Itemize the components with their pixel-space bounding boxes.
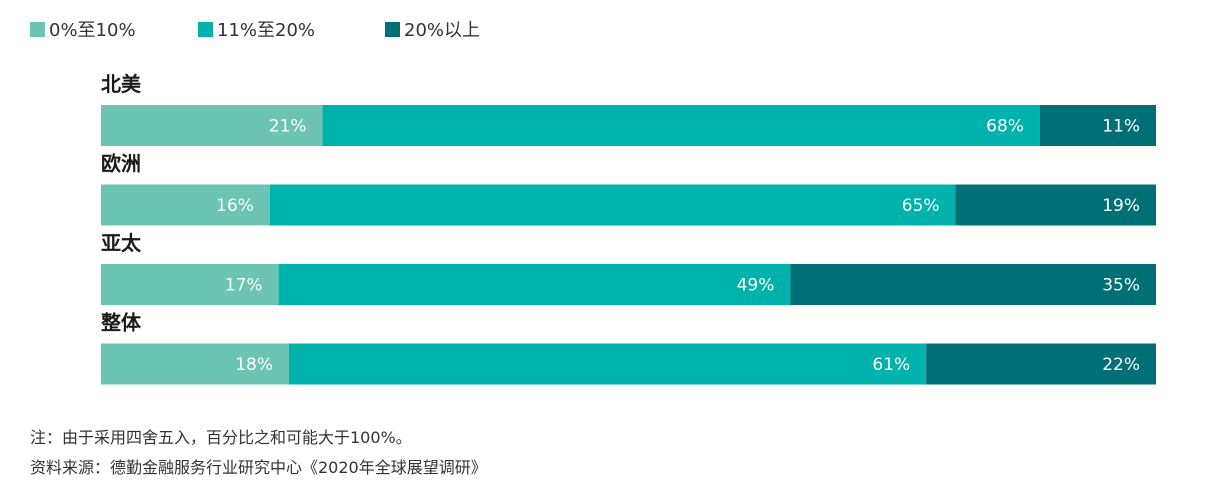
bar-segment-low [101,264,279,305]
stacked-bar-chart: 北美 21% 68% 11% 欧洲 16% 65% 19% 亚太 17% 49% 35% 整体 18% 61… [100,72,1156,385]
bar-segment-high [926,343,1156,385]
bar-segment-mid [289,343,927,385]
legend-item-low: 0%至10% [30,16,198,42]
legend-label-mid: 11%至20% [217,20,316,41]
legend-label-high: 20%以上 [404,20,481,41]
bar-segment-mid [269,184,956,226]
bar-segment-mid [278,264,791,305]
legend-swatch-mid [198,21,213,37]
data-label: 21% [269,117,307,137]
bar-segment-low [101,105,323,146]
legend-label-low: 0%至10% [49,20,136,41]
data-label: 16% [216,196,254,216]
bar-segment-low [101,184,270,226]
footnote: 注：由于采用四舍五入，百分比之和可能大于100%。 [30,428,412,447]
data-label: 22% [1102,355,1140,375]
data-label: 11% [1102,117,1140,137]
category-label: 整体 [100,311,142,335]
data-label: 35% [1102,276,1140,296]
category-label: 欧洲 [101,152,141,176]
chart-legend: 0%至10% 11%至20% 20%以上 [30,14,480,44]
bar-segment-high [1039,105,1156,146]
legend-item-high: 20%以上 [385,16,480,42]
category-label: 北美 [101,72,142,96]
data-label: 19% [1102,196,1140,216]
bar-segment-high [955,184,1156,226]
legend-swatch-low [30,21,45,37]
source-note: 资料来源：德勤金融服务行业研究中心《2020年全球展望调研》 [30,458,487,477]
category-label: 亚太 [101,231,142,255]
legend-item-mid: 11%至20% [198,16,385,42]
data-label: 17% [225,276,263,296]
legend-swatch-high [385,21,400,37]
data-label: 61% [872,355,910,375]
chart-notes: 注：由于采用四舍五入，百分比之和可能大于100%。 资料来源：德勤金融服务行业研… [30,423,487,483]
bar-segment-low [101,343,290,385]
bar-segment-high [790,264,1156,305]
data-label: 65% [902,196,940,216]
bar-segment-mid [322,105,1040,146]
data-label: 18% [235,355,273,375]
data-label: 49% [737,276,775,296]
data-label: 68% [986,117,1024,137]
